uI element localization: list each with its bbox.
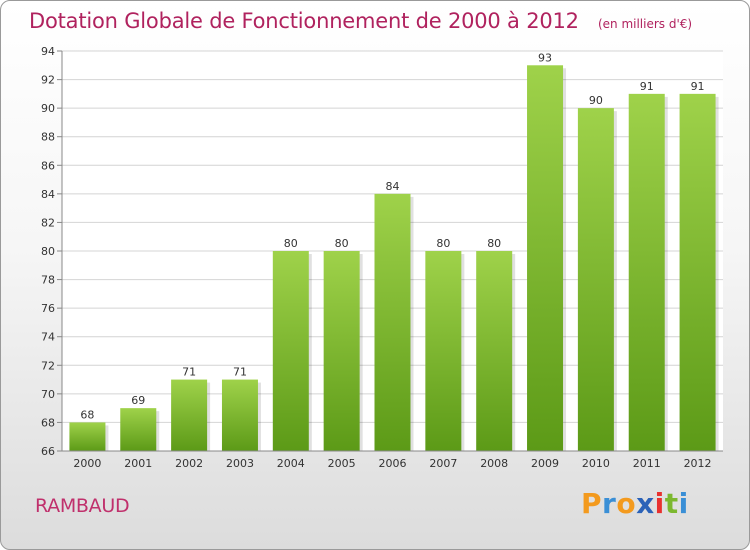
brand-letter: i (678, 487, 689, 520)
y-tick-label: 92 (41, 74, 55, 87)
y-tick-label: 86 (41, 159, 55, 172)
bar (323, 251, 360, 451)
bar (272, 251, 309, 451)
y-tick-label: 80 (41, 245, 55, 258)
bar-value-label: 69 (131, 394, 145, 407)
y-tick-label: 90 (41, 102, 55, 115)
chart-title-block: Dotation Globale de Fonctionnement de 20… (29, 9, 692, 33)
bar-value-label: 71 (233, 366, 247, 379)
brand-letter: r (602, 487, 617, 520)
bar (577, 108, 614, 452)
x-tick-label: 2010 (582, 457, 610, 470)
bar-value-label: 91 (691, 80, 705, 93)
y-tick-label: 76 (41, 302, 55, 315)
y-tick-label: 94 (41, 45, 55, 58)
x-tick-label: 2001 (124, 457, 152, 470)
bar-value-label: 80 (335, 237, 349, 250)
brand-letter: P (581, 487, 603, 520)
x-tick-label: 2012 (684, 457, 712, 470)
x-axis: 2000 2001 2002 2003 2004 2005 2006 2007 2008 2009… (62, 450, 723, 470)
chart-unit-label: (en milliers d'€) (597, 17, 693, 31)
bar (425, 251, 462, 451)
y-tick-label: 82 (41, 216, 55, 229)
brand-letter: t (664, 487, 679, 520)
y-tick-label: 68 (41, 416, 55, 429)
x-tick-label: 2006 (379, 457, 407, 470)
x-tick-label: 2004 (277, 457, 305, 470)
bars: 68 69 71 71 80 80 84 80 80 93 90 91 91 (69, 51, 719, 452)
brand-letter: i (654, 487, 665, 520)
brand-letter: o (616, 487, 637, 520)
y-tick-label: 74 (41, 331, 55, 344)
x-tick-label: 2003 (226, 457, 254, 470)
bar (679, 93, 716, 451)
y-tick-label: 72 (41, 359, 55, 372)
bar-value-label: 71 (182, 366, 196, 379)
y-tick-label: 88 (41, 131, 55, 144)
place-name: RAMBAUD (35, 495, 130, 517)
bar-value-label: 80 (487, 237, 501, 250)
bar-value-label: 93 (538, 51, 552, 64)
y-tick-label: 70 (41, 388, 55, 401)
y-tick-label: 78 (41, 274, 55, 287)
brand-letter: x (636, 487, 655, 520)
bar (628, 93, 665, 451)
bar (69, 422, 106, 451)
bar-value-label: 84 (386, 180, 400, 193)
y-axis: 66 68 70 72 74 76 78 80 82 84 86 88 90 92 94 (41, 45, 63, 458)
x-tick-label: 2007 (429, 457, 457, 470)
bar (221, 379, 258, 451)
bar-value-label: 90 (589, 94, 603, 107)
bar (374, 193, 411, 451)
bar-value-label: 80 (436, 237, 450, 250)
bar (476, 251, 513, 451)
bar-value-label: 68 (80, 408, 94, 421)
x-tick-label: 2008 (480, 457, 508, 470)
y-tick-label: 66 (41, 445, 55, 458)
x-tick-label: 2002 (175, 457, 203, 470)
x-tick-label: 2000 (73, 457, 101, 470)
x-tick-label: 2009 (531, 457, 559, 470)
chart-title: Dotation Globale de Fonctionnement de 20… (29, 9, 579, 33)
x-tick-label: 2011 (633, 457, 661, 470)
bar-value-label: 91 (640, 80, 654, 93)
x-tick-label: 2005 (328, 457, 356, 470)
brand-logo: Proxiti (581, 487, 689, 520)
bar (171, 379, 208, 451)
bar (120, 408, 157, 451)
bar (527, 65, 564, 452)
y-tick-label: 84 (41, 188, 55, 201)
bar-value-label: 80 (284, 237, 298, 250)
